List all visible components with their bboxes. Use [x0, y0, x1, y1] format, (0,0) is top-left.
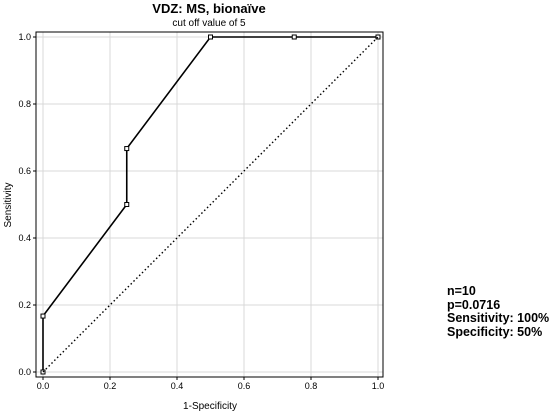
grid [36, 32, 383, 377]
y-tick-label: 0.8 [18, 99, 31, 109]
reference-diagonal-line [42, 36, 379, 373]
x-tick-label: 0.2 [104, 381, 117, 391]
y-tick-label: 0.0 [18, 367, 31, 377]
stats-p-value: p=0.0716 [447, 297, 501, 312]
chart-title: VDZ: MS, bionaïve [152, 1, 265, 16]
plot-frame [35, 31, 384, 378]
y-tick-label: 0.4 [18, 233, 31, 243]
roc-point-marker [124, 202, 130, 207]
stats-specificity: Specificity: 50% [447, 324, 543, 339]
y-tick-label: 0.2 [18, 300, 31, 310]
tick-labels: 0.0 0.2 0.4 0.6 0.8 1.0 0.0 0.2 0.4 0.6 0.8 1.0 [18, 32, 384, 391]
x-tick-label: 0.0 [37, 381, 50, 391]
plot-area [35, 31, 384, 378]
stats-n: n=10 [447, 284, 476, 298]
roc-point-marker [40, 313, 46, 319]
x-tick-label: 0.4 [171, 381, 184, 391]
stats-box: n=10 p=0.0716 Sensitivity: 100% Specific… [447, 284, 550, 339]
x-tick-label: 1.0 [372, 381, 385, 391]
y-tick-label: 0.6 [18, 166, 31, 176]
roc-point-marker [375, 34, 381, 40]
roc-point-marker [291, 34, 297, 40]
x-tick-label: 0.6 [238, 381, 251, 391]
x-tick-label: 0.8 [305, 381, 318, 391]
y-tick-label: 1.0 [18, 32, 31, 42]
roc-point-marker [208, 34, 213, 40]
x-axis-label: 1-Specificity [183, 401, 237, 412]
series-layer [40, 34, 381, 375]
y-axis-label: Sensitivity [3, 182, 14, 227]
chart-subtitle: cut off value of 5 [172, 18, 246, 29]
roc-point-marker [124, 146, 130, 152]
stats-sensitivity: Sensitivity: 100% [447, 311, 550, 325]
